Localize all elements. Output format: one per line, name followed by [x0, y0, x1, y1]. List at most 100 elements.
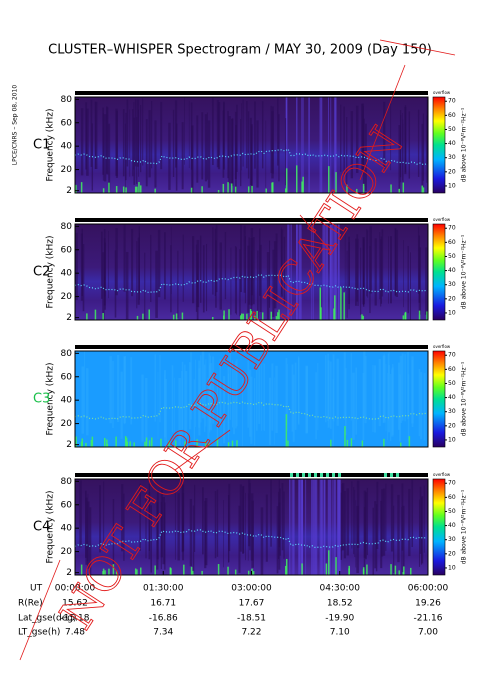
stripe	[178, 377, 181, 446]
colorbar-tick-label: 40	[448, 394, 456, 401]
stripe	[184, 97, 185, 165]
stripe	[356, 480, 360, 548]
stripe	[275, 233, 278, 301]
colorbar-overflow: overflow	[433, 344, 451, 349]
stripe	[390, 102, 392, 171]
low-freq-burst	[335, 557, 337, 575]
stripe	[148, 483, 150, 551]
low-freq-burst	[211, 316, 214, 320]
stripe	[216, 379, 219, 447]
stripe	[123, 356, 126, 425]
stripe	[209, 355, 212, 423]
colorbar-tick-label: 50	[448, 508, 456, 515]
stripe	[333, 224, 336, 320]
stripe	[328, 479, 332, 575]
low-freq-burst	[172, 314, 175, 320]
stripe	[315, 479, 318, 575]
low-freq-burst	[362, 567, 365, 575]
low-freq-burst	[241, 313, 243, 320]
low-freq-burst	[223, 310, 225, 320]
stripe	[145, 377, 148, 446]
colorbar-tick-label: 20	[448, 422, 456, 429]
low-freq-burst	[115, 186, 118, 193]
stripe	[343, 106, 345, 174]
stripe	[114, 250, 117, 318]
stripe	[174, 377, 175, 445]
low-freq-burst	[217, 189, 220, 193]
stripe	[385, 483, 387, 551]
low-freq-burst	[285, 168, 288, 193]
stripe	[352, 372, 355, 440]
low-freq-burst	[91, 436, 94, 447]
y-tick-label: 80	[61, 222, 73, 232]
row-label: UT	[30, 584, 43, 594]
stripe	[418, 369, 421, 437]
low-freq-burst	[247, 186, 250, 193]
stripe	[421, 123, 424, 192]
stripe	[102, 252, 105, 320]
stripe	[290, 479, 292, 575]
stripe	[336, 358, 339, 426]
status-gap	[390, 473, 393, 477]
stripe	[260, 507, 264, 575]
low-freq-burst	[90, 440, 93, 447]
stripe	[212, 227, 214, 295]
stripe	[234, 111, 237, 180]
stripe	[350, 353, 352, 421]
stripe	[423, 485, 425, 553]
stripe	[341, 484, 343, 552]
stripe	[366, 229, 368, 297]
status-bar	[75, 345, 428, 349]
stripe	[355, 238, 357, 306]
stripe	[335, 224, 338, 320]
y-tick-label: 20	[61, 419, 73, 429]
y-tick-label: 20	[61, 165, 73, 175]
stripe	[235, 361, 237, 429]
stripe	[202, 487, 204, 555]
stripe	[216, 489, 219, 557]
low-freq-burst	[346, 439, 349, 447]
stripe	[399, 110, 402, 178]
stripe	[231, 360, 234, 428]
stripe	[338, 479, 341, 575]
stripe	[292, 374, 295, 442]
stripe	[193, 379, 196, 447]
low-freq-burst	[426, 311, 428, 320]
low-freq-burst	[236, 440, 238, 447]
stripe	[248, 479, 251, 547]
stripe	[155, 250, 158, 318]
stripe	[419, 486, 422, 554]
stripe	[320, 97, 323, 193]
stripe	[271, 363, 274, 431]
stripe	[260, 363, 262, 431]
stripe	[374, 238, 377, 306]
stripe	[390, 373, 392, 442]
low-freq-burst	[390, 564, 392, 575]
stripe	[382, 355, 386, 423]
low-freq-burst	[402, 182, 405, 193]
low-freq-burst	[124, 436, 127, 447]
stripe	[279, 488, 281, 556]
plasma-line	[74, 148, 427, 166]
stripe	[206, 243, 208, 312]
stripe	[338, 224, 340, 320]
row-value: 19.26	[415, 599, 441, 609]
stripe	[205, 359, 207, 427]
low-freq-burst	[265, 188, 267, 193]
stripe	[199, 235, 202, 303]
stripe	[145, 491, 147, 559]
low-freq-burst	[217, 564, 220, 575]
stripe	[160, 101, 163, 170]
status-gap	[320, 473, 323, 477]
colorbar-tick-label: 10	[448, 182, 456, 189]
stripe	[126, 99, 129, 167]
stripe	[251, 125, 253, 193]
colorbar-tick-label: 60	[448, 112, 456, 119]
low-freq-burst	[350, 438, 353, 447]
colorbar-tick-label: 30	[448, 281, 456, 288]
stripe	[395, 229, 399, 297]
stripe	[329, 224, 331, 320]
low-freq-burst	[296, 165, 298, 193]
stripe	[207, 120, 211, 188]
x-tick-label: 06:00:00	[408, 584, 449, 594]
